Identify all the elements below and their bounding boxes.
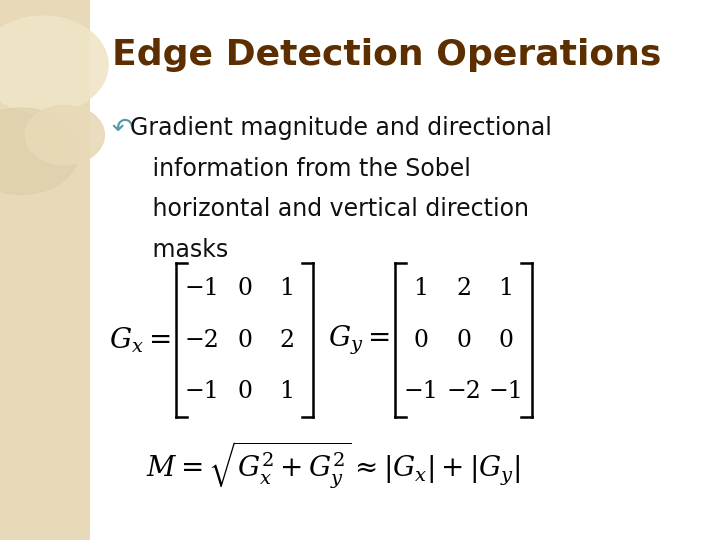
Text: −1: −1 <box>184 380 220 403</box>
Text: 1: 1 <box>413 278 428 300</box>
Text: −2: −2 <box>184 329 220 352</box>
Text: $M = \sqrt{G_x^2 + G_y^2} \approx |G_x| + |G_y|$: $M = \sqrt{G_x^2 + G_y^2} \approx |G_x| … <box>146 440 521 490</box>
Text: 0: 0 <box>237 380 252 403</box>
Text: ↶: ↶ <box>112 116 134 142</box>
Text: 0: 0 <box>237 278 252 300</box>
Text: information from the Sobel: information from the Sobel <box>130 157 470 180</box>
Text: $G_y =$: $G_y =$ <box>328 323 390 357</box>
Text: 1: 1 <box>499 278 514 300</box>
Text: −1: −1 <box>404 380 438 403</box>
Text: $G_x =$: $G_x =$ <box>109 326 171 355</box>
Text: −1: −1 <box>184 278 220 300</box>
Text: Gradient magnitude and directional: Gradient magnitude and directional <box>130 116 552 140</box>
Text: −1: −1 <box>489 380 523 403</box>
Text: 1: 1 <box>279 380 294 403</box>
Text: 0: 0 <box>414 329 428 352</box>
Text: −2: −2 <box>446 380 481 403</box>
Text: masks: masks <box>130 238 228 261</box>
Text: 0: 0 <box>499 329 513 352</box>
Text: 1: 1 <box>279 278 294 300</box>
Text: Edge Detection Operations: Edge Detection Operations <box>112 38 661 72</box>
Text: horizontal and vertical direction: horizontal and vertical direction <box>130 197 528 221</box>
Text: 2: 2 <box>279 329 294 352</box>
Text: 0: 0 <box>456 329 471 352</box>
Text: 0: 0 <box>237 329 252 352</box>
Text: 2: 2 <box>456 278 471 300</box>
